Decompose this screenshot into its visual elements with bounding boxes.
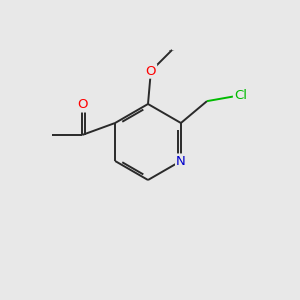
Text: O: O <box>77 98 88 112</box>
Text: O: O <box>146 64 156 78</box>
Text: methoxy: methoxy <box>169 49 175 50</box>
Text: N: N <box>176 154 186 167</box>
Text: Cl: Cl <box>234 89 247 102</box>
